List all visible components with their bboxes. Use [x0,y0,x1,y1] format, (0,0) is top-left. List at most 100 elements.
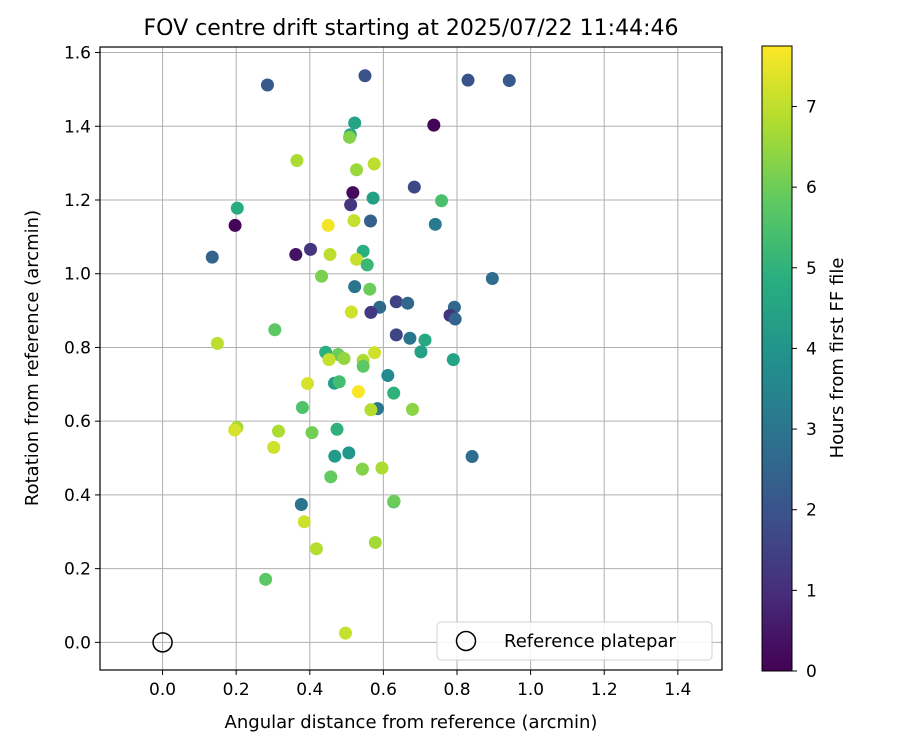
x-axis-ticks: 0.0 0.2 0.4 0.6 0.8 1.0 1.2 1.4 [149,670,691,700]
y-tick-label: 0.0 [64,633,91,653]
data-point [364,403,378,417]
data-point [295,401,309,415]
x-axis-label: Angular distance from reference (arcmin) [225,712,598,733]
colorbar-ticks: 0 1 2 3 4 5 6 7 [792,97,817,682]
plot-frame [99,46,723,671]
data-point [435,194,449,208]
x-tick-label: 0.8 [443,680,470,700]
data-points [205,69,516,640]
grid [100,47,722,670]
data-point [368,535,382,549]
data-point [350,163,364,177]
data-point [290,154,304,168]
legend-entry-reference: Reference platepar [504,631,676,652]
data-point [309,542,323,556]
colorbar-tick-label: 0 [806,662,817,682]
chart-title: FOV centre drift starting at 2025/07/22 … [144,16,679,41]
data-point [230,201,244,215]
data-point [346,186,360,200]
data-point [344,198,358,212]
y-tick-label: 1.4 [64,117,91,137]
legend-box [436,621,713,661]
data-point [347,214,361,228]
data-point [267,440,281,454]
data-point [322,353,336,367]
data-point [268,323,282,337]
data-point [294,497,308,511]
reference-point-marker [152,632,173,653]
y-tick-label: 0.4 [64,486,91,506]
data-point [297,515,311,529]
x-tick-label: 1.0 [517,680,544,700]
colorbar-label: Hours from first FF file [827,258,848,459]
data-point [446,353,460,367]
data-point [368,346,382,360]
x-tick-label: 1.2 [591,680,618,700]
data-point [418,333,432,347]
data-point [332,375,346,389]
legend-reference-marker [455,630,477,652]
legend: Reference platepar [436,621,713,661]
data-point [401,296,415,310]
data-point [389,328,403,342]
data-point [260,78,274,92]
data-point [348,280,362,294]
data-point [387,494,401,508]
data-point [407,180,421,194]
data-point [403,331,417,345]
colorbar-tick-label: 4 [806,339,817,359]
data-point [364,305,378,319]
y-tick-label: 1.2 [64,191,91,211]
data-point [348,116,362,130]
colorbar-tick-label: 5 [806,259,817,279]
x-tick-label: 1.4 [664,680,691,700]
data-point [375,461,389,475]
data-point [342,446,356,460]
data-point [355,462,369,476]
data-point [228,423,242,437]
y-tick-label: 1.0 [64,265,91,285]
x-tick-label: 0.6 [370,680,397,700]
data-point [364,214,378,228]
data-point [363,282,377,296]
colorbar-tick-label: 6 [806,178,817,198]
y-axis-label: Rotation from reference (arcmin) [22,210,43,506]
data-point [321,218,335,232]
data-point [414,345,428,359]
y-tick-label: 0.8 [64,338,91,358]
y-tick-label: 1.6 [64,44,91,64]
data-point [461,73,475,87]
data-point [328,449,342,463]
colorbar-tick-label: 2 [806,501,817,521]
colorbar-tick-label: 1 [806,581,817,601]
data-point [301,377,315,391]
data-point [330,422,344,436]
data-point [448,312,462,326]
data-point [360,258,374,272]
data-point [205,250,219,264]
x-tick-label: 0.0 [149,680,176,700]
data-point [315,269,329,283]
data-point [289,248,303,262]
data-point [228,218,242,232]
x-tick-label: 0.4 [296,680,323,700]
colorbar-tick-label: 7 [806,97,817,117]
data-point [324,470,338,484]
colorbar-gradient [761,45,793,672]
data-point [323,248,337,262]
y-tick-label: 0.2 [64,560,91,580]
y-tick-label: 0.6 [64,412,91,432]
y-axis-ticks: 0.0 0.2 0.4 0.6 0.8 1.0 1.2 1.4 1.6 [64,44,100,653]
data-point [210,336,224,350]
data-point [387,386,401,400]
data-point [272,424,286,438]
data-point [502,74,516,88]
data-point [389,295,403,309]
data-point [338,626,352,640]
data-point [259,572,273,586]
data-point [405,402,419,416]
data-point [304,242,318,256]
data-point [358,69,372,83]
data-point [305,426,319,440]
